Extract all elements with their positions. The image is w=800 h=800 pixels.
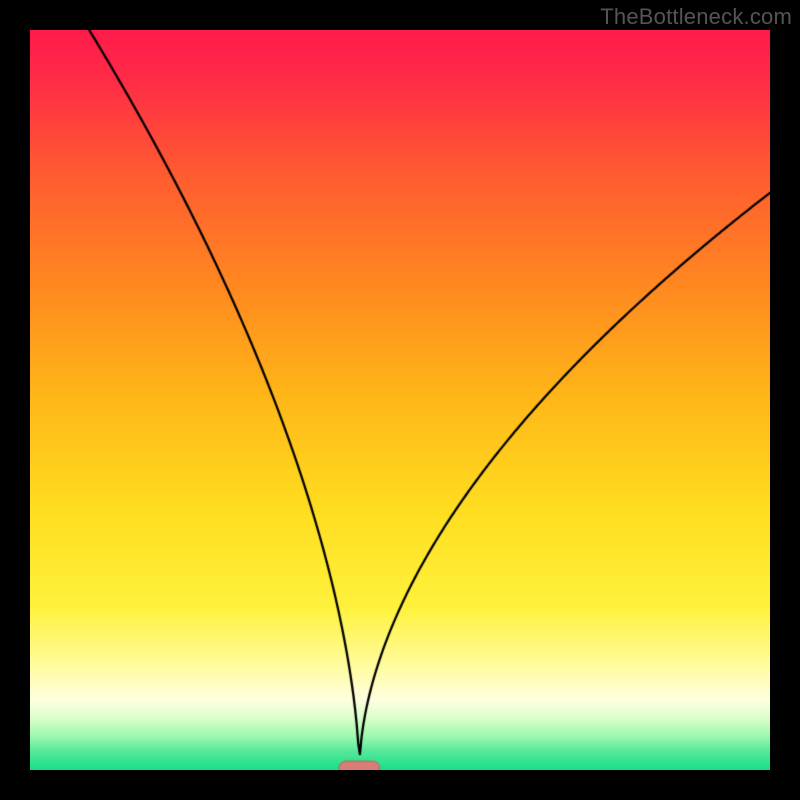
figure-root: TheBottleneck.com (0, 0, 800, 800)
bottleneck-curve-chart (30, 30, 770, 770)
attribution-watermark: TheBottleneck.com (600, 4, 792, 30)
